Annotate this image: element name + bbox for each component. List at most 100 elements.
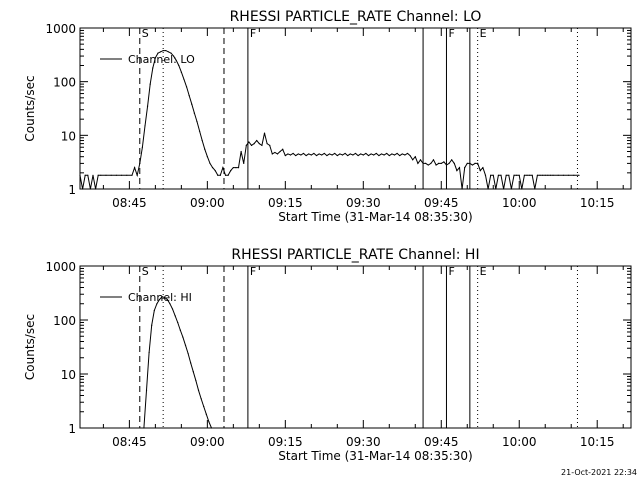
- data-point: [341, 154, 344, 156]
- x-tick-label: 09:30: [346, 196, 381, 210]
- x-tick-label: 10:15: [580, 435, 615, 449]
- data-point: [284, 154, 286, 157]
- data-point: [110, 174, 112, 176]
- data-point: [183, 78, 185, 81]
- data-point: [195, 380, 197, 382]
- data-point: [217, 174, 219, 176]
- data-point: [146, 105, 149, 107]
- data-point: [258, 143, 260, 145]
- data-point: [510, 188, 513, 190]
- data-point: [362, 154, 364, 156]
- plot-frame: [79, 27, 632, 190]
- data-point: [531, 174, 533, 176]
- data-point: [354, 152, 357, 155]
- data-point: [490, 174, 492, 176]
- data-point: [406, 152, 409, 155]
- data-point: [375, 152, 377, 155]
- data-point: [266, 143, 268, 145]
- y-tick-label: 1: [68, 183, 76, 197]
- data-point: [232, 167, 234, 169]
- event-marker-label: E: [480, 27, 487, 40]
- data-point: [308, 153, 310, 155]
- data-point: [177, 321, 179, 324]
- x-tick-label: 10:00: [502, 196, 537, 210]
- data-point: [179, 329, 181, 331]
- data-point: [237, 167, 240, 169]
- data-point: [432, 159, 435, 161]
- data-point: [500, 174, 502, 176]
- data-point: [185, 86, 188, 88]
- y-tick-label: 1: [68, 422, 76, 436]
- data-point: [461, 188, 463, 190]
- data-point: [205, 413, 207, 415]
- event-marker-label: F: [250, 27, 256, 40]
- data-point: [126, 174, 128, 176]
- data-point: [89, 188, 91, 190]
- data-point: [414, 156, 416, 158]
- data-point: [250, 144, 253, 146]
- x-tick-label: 10:00: [502, 435, 537, 449]
- data-point: [170, 52, 172, 54]
- data-point: [380, 153, 383, 155]
- data-point: [263, 132, 266, 134]
- x-axis-label: Start Time (31-Mar-14 08:35:30): [278, 449, 472, 463]
- data-point: [269, 144, 271, 146]
- data-point: [214, 170, 216, 172]
- data-point: [151, 324, 153, 326]
- data-point: [549, 174, 552, 176]
- data-point: [458, 167, 461, 169]
- data-point: [158, 298, 161, 301]
- data-point: [419, 159, 422, 161]
- data-point: [503, 188, 505, 190]
- data-point: [534, 188, 536, 190]
- data-point: [149, 83, 151, 85]
- data-point: [92, 174, 94, 176]
- data-point: [310, 154, 312, 156]
- data-point: [295, 154, 297, 157]
- data-point: [357, 154, 359, 157]
- x-tick-label: 10:15: [580, 196, 615, 210]
- data-point: [474, 162, 476, 164]
- data-point: [396, 152, 398, 155]
- data-point: [198, 130, 201, 132]
- data-point: [344, 152, 346, 155]
- data-point: [315, 154, 318, 157]
- y-tick-label: 10: [61, 129, 76, 143]
- data-point: [167, 51, 169, 53]
- data-point: [282, 148, 284, 150]
- data-point: [164, 296, 166, 299]
- data-point: [94, 188, 97, 190]
- x-tick-label: 08:45: [112, 196, 147, 210]
- data-point: [373, 154, 375, 156]
- data-point: [378, 154, 380, 157]
- data-point: [578, 174, 580, 176]
- data-point: [336, 154, 338, 157]
- data-point: [222, 167, 224, 169]
- x-tick-label: 09:45: [424, 196, 459, 210]
- data-point: [443, 161, 445, 163]
- data-point: [328, 153, 331, 155]
- data-point: [190, 362, 192, 364]
- data-point: [253, 143, 255, 145]
- x-tick-label: 09:15: [268, 196, 303, 210]
- data-point: [105, 174, 107, 176]
- chart-title: RHESSI PARTICLE_RATE Channel: LO: [230, 9, 482, 25]
- data-point: [193, 112, 195, 114]
- data-point: [180, 71, 182, 73]
- data-point: [139, 162, 141, 164]
- data-point: [157, 52, 159, 54]
- data-point: [469, 162, 471, 164]
- data-point: [477, 162, 479, 164]
- data-point: [279, 150, 281, 153]
- data-point: [513, 174, 515, 176]
- data-point: [200, 398, 202, 400]
- data-point: [203, 405, 205, 408]
- data-point: [178, 64, 180, 67]
- data-point: [227, 174, 229, 176]
- event-marker-label: E: [480, 265, 487, 278]
- data-point: [156, 303, 158, 305]
- event-marker-label: F: [250, 265, 256, 278]
- y-tick-label: 100: [53, 314, 76, 328]
- lo-channel-chart: RHESSI PARTICLE_RATE Channel: LO 1 10 100 10…: [23, 9, 632, 224]
